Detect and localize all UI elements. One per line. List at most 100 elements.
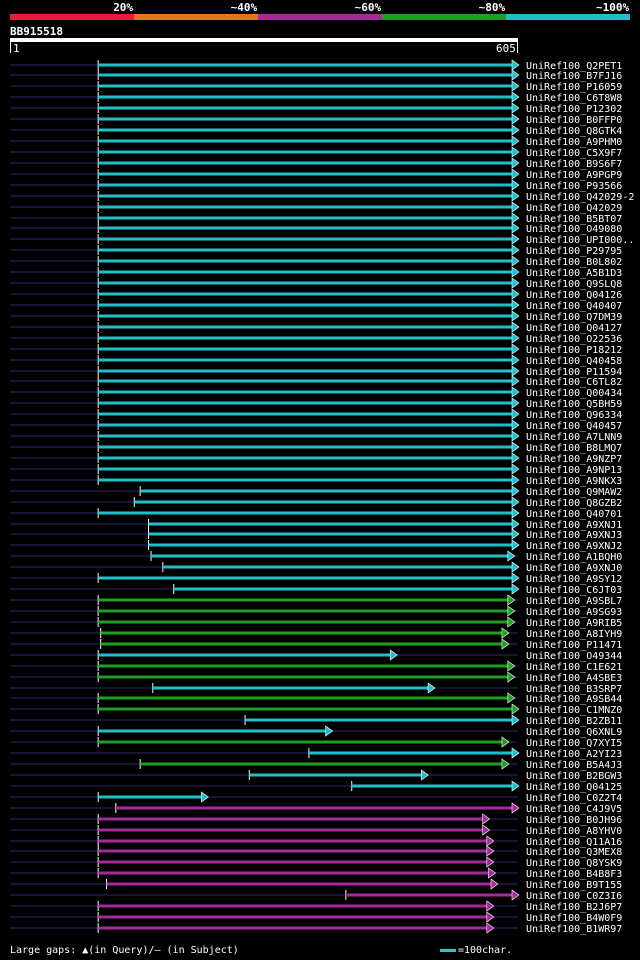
hit-row[interactable]: UniRef100_C6T8W8	[10, 91, 622, 104]
hit-row[interactable]: UniRef100_B9S6F7	[10, 157, 622, 170]
hit-label: UniRef100_A9NZP7	[526, 454, 622, 465]
hit-row[interactable]: UniRef100_C6JT03	[10, 583, 622, 596]
hit-label: UniRef100_B3SRP7	[526, 684, 622, 695]
hit-row[interactable]: UniRef100_B4W0F9	[10, 911, 622, 924]
hit-row[interactable]: UniRef100_P16059	[10, 80, 622, 93]
hit-row[interactable]: UniRef100_A5B1D3	[10, 266, 622, 279]
hit-row[interactable]: UniRef100_C1E621	[10, 660, 622, 673]
hit-row[interactable]: UniRef100_A9PHM0	[10, 135, 622, 148]
hit-row[interactable]: UniRef100_Q5BH59	[10, 397, 622, 410]
hit-row[interactable]: UniRef100_O22536	[10, 332, 622, 345]
query-id: BB915518	[10, 25, 63, 38]
hit-row[interactable]: UniRef100_P12302	[10, 102, 622, 115]
hit-row[interactable]: UniRef100_B5A4J3	[10, 758, 622, 771]
hit-label: UniRef100_B7FJ16	[526, 71, 622, 82]
hit-row[interactable]: UniRef100_Q9SLQ8	[10, 277, 622, 290]
hit-row[interactable]: UniRef100_A8IYH9	[10, 627, 622, 640]
hit-row[interactable]: UniRef100_A9NZP7	[10, 452, 622, 465]
hit-row[interactable]: UniRef100_P18212	[10, 343, 622, 356]
hit-row[interactable]: UniRef100_A9XNJ1	[10, 518, 622, 531]
hit-row[interactable]: UniRef100_P93566	[10, 179, 622, 192]
hit-label: UniRef100_P11594	[526, 367, 622, 378]
hit-row[interactable]: UniRef100_P11471	[10, 638, 622, 651]
hit-row[interactable]: UniRef100_P11594	[10, 365, 622, 378]
hit-row[interactable]: UniRef100_B0JH96	[10, 813, 622, 826]
hit-row[interactable]: UniRef100_A9NP13	[10, 463, 622, 476]
hit-row[interactable]: UniRef100_Q96334	[10, 408, 622, 421]
hit-row[interactable]: UniRef100_B4B8F3	[10, 867, 622, 880]
hit-row[interactable]: UniRef100_C6TL82	[10, 375, 622, 388]
hit-row[interactable]: UniRef100_A4SBE3	[10, 671, 622, 684]
hit-row[interactable]: UniRef100_B0FFP0	[10, 113, 622, 126]
hit-row[interactable]: UniRef100_B9T155	[10, 878, 622, 891]
hit-arrow	[511, 190, 520, 202]
hit-row[interactable]: UniRef100_Q8GTK4	[10, 124, 622, 137]
hit-row[interactable]: UniRef100_Q8YSK9	[10, 856, 622, 869]
hit-row[interactable]: UniRef100_Q9MAW2	[10, 485, 622, 498]
hit-arrow	[511, 332, 520, 344]
hit-row[interactable]: UniRef100_C0Z3I6	[10, 889, 622, 902]
hit-row[interactable]: UniRef100_Q04125	[10, 780, 622, 793]
hit-arrow	[486, 835, 495, 847]
hit-row[interactable]: UniRef100_Q7DM39	[10, 310, 622, 323]
hit-row[interactable]: UniRef100_Q7XYI5	[10, 736, 622, 749]
hit-row[interactable]: UniRef100_B0L802	[10, 255, 622, 268]
legend-label-3: ~80%	[478, 1, 506, 14]
hit-label: UniRef100_Q04127	[526, 323, 622, 334]
hit-row[interactable]: UniRef100_A9XNJ0	[10, 561, 622, 574]
hit-label: UniRef100_Q00434	[526, 388, 622, 399]
hit-label: UniRef100_A9SY12	[526, 574, 622, 585]
hit-row[interactable]: UniRef100_B7FJ16	[10, 69, 622, 82]
hit-row[interactable]: UniRef100_C5X9F7	[10, 146, 622, 159]
hit-row[interactable]: UniRef100_Q8GZB2	[10, 496, 622, 509]
hit-row[interactable]: UniRef100_A9NKX3	[10, 474, 622, 487]
hit-row[interactable]: UniRef100_C0Z2T4	[10, 791, 622, 804]
hit-arrow	[501, 638, 510, 650]
hit-row[interactable]: UniRef100_Q6XNL9	[10, 725, 622, 738]
hit-label: UniRef100_A9RIB5	[526, 618, 622, 629]
hit-row[interactable]: UniRef100_Q11A16	[10, 835, 622, 848]
hit-row[interactable]: UniRef100_B3SRP7	[10, 682, 622, 695]
hit-row[interactable]: UniRef100_B2J6P7	[10, 900, 622, 913]
hit-row[interactable]: UniRef100_O49080	[10, 222, 622, 235]
hit-row[interactable]: UniRef100_A9SBL7	[10, 594, 622, 607]
hit-row[interactable]: UniRef100_Q40458	[10, 354, 622, 367]
hit-row[interactable]: UniRef100_Q40457	[10, 419, 622, 432]
hit-row[interactable]: UniRef100_C4J9V5	[10, 802, 622, 815]
hit-row[interactable]: UniRef100_B5BT07	[10, 212, 622, 225]
hit-row[interactable]: UniRef100_A9XNJ3	[10, 528, 622, 541]
hit-row[interactable]: UniRef100_Q00434	[10, 386, 622, 399]
hit-row[interactable]: UniRef100_O49344	[10, 649, 622, 662]
gap-legend: Large gaps: ▲(in Query)/— (in Subject)	[10, 945, 239, 956]
hit-row[interactable]: UniRef100_B2ZB11	[10, 714, 622, 727]
hit-arrow	[511, 747, 520, 759]
hit-row[interactable]: UniRef100_A1BQH0	[10, 550, 622, 563]
hit-row[interactable]: UniRef100_A9SG93	[10, 605, 622, 618]
hit-row[interactable]: UniRef100_P29795	[10, 244, 622, 257]
hit-row[interactable]: UniRef100_Q40407	[10, 299, 622, 312]
hit-arrow	[490, 878, 499, 890]
hit-row[interactable]: UniRef100_A9XNJ2	[10, 539, 622, 552]
hit-row[interactable]: UniRef100_UPI000..	[10, 233, 634, 246]
hit-label: UniRef100_B2BGW3	[526, 771, 622, 782]
hit-row[interactable]: UniRef100_Q40701	[10, 507, 622, 520]
hit-row[interactable]: UniRef100_B2BGW3	[10, 769, 622, 782]
hit-row[interactable]: UniRef100_A7LNN9	[10, 430, 622, 443]
hit-row[interactable]: UniRef100_A8YHV0	[10, 824, 622, 837]
hit-row[interactable]: UniRef100_A9SY12	[10, 572, 622, 585]
hit-row[interactable]: UniRef100_C1MNZ0	[10, 703, 622, 716]
hit-row[interactable]: UniRef100_B8LMQ7	[10, 441, 622, 454]
hit-row[interactable]: UniRef100_Q04126	[10, 288, 622, 301]
hit-row[interactable]: UniRef100_A9RIB5	[10, 616, 622, 629]
hit-row[interactable]: UniRef100_Q2PET1	[10, 59, 622, 72]
hit-row[interactable]: UniRef100_Q3MEX8	[10, 845, 622, 858]
hit-arrow	[511, 452, 520, 464]
hit-row[interactable]: UniRef100_B1WR97	[10, 922, 622, 935]
hit-row[interactable]: UniRef100_A9PGP9	[10, 168, 622, 181]
hit-row[interactable]: UniRef100_A9SB44	[10, 692, 622, 705]
hit-row[interactable]: UniRef100_A2YI23	[10, 747, 622, 760]
hit-row[interactable]: UniRef100_Q04127	[10, 321, 622, 334]
hit-row[interactable]: UniRef100_Q42029-2	[10, 190, 634, 203]
hit-row[interactable]: UniRef100_Q42029	[10, 201, 622, 214]
